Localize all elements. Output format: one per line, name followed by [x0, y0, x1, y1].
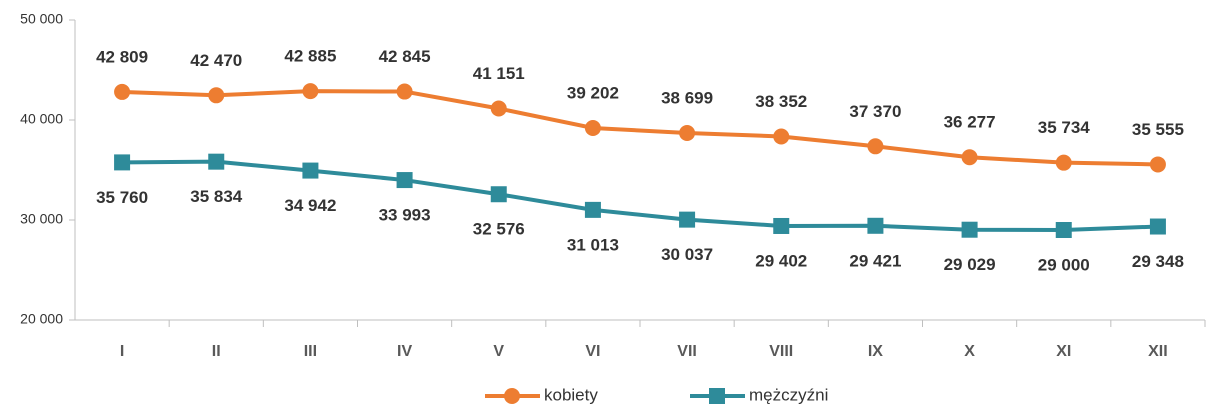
- marker: [302, 83, 319, 100]
- data-label: 35 834: [190, 187, 243, 206]
- y-tick-label: 30 000: [20, 211, 63, 227]
- marker: [584, 119, 601, 136]
- series-line: [122, 159, 1158, 232]
- y-tick-label: 40 000: [20, 111, 63, 127]
- data-label: 38 352: [755, 92, 807, 111]
- marker: [679, 125, 696, 142]
- data-label: 41 151: [473, 64, 525, 83]
- data-label: 35 555: [1132, 120, 1184, 139]
- x-tick-label: VI: [585, 343, 600, 360]
- data-label: 35 734: [1038, 118, 1091, 137]
- x-tick-label: V: [493, 343, 504, 360]
- data-label: 39 202: [567, 83, 619, 102]
- data-label: 35 760: [96, 188, 148, 207]
- data-label: 37 370: [849, 102, 901, 121]
- x-tick-label: I: [120, 343, 124, 360]
- data-label: 29 000: [1038, 255, 1090, 274]
- marker: [679, 211, 696, 228]
- legend-label: mężczyźni: [749, 385, 828, 404]
- x-tick-label: II: [212, 343, 221, 360]
- x-tick-label: XII: [1148, 343, 1168, 360]
- marker: [396, 83, 413, 100]
- marker: [1149, 218, 1166, 235]
- x-tick-label: VIII: [769, 343, 793, 360]
- marker: [490, 186, 507, 203]
- marker: [961, 221, 978, 238]
- data-label: 32 576: [473, 220, 525, 239]
- marker: [114, 154, 131, 171]
- data-label: 30 037: [661, 245, 713, 264]
- marker: [584, 201, 601, 218]
- data-label: 34 942: [284, 196, 336, 215]
- data-label: 42 470: [190, 51, 242, 70]
- marker: [867, 217, 884, 234]
- marker: [1149, 156, 1166, 173]
- data-label: 38 699: [661, 88, 713, 107]
- marker: [867, 138, 884, 155]
- marker: [1055, 222, 1072, 238]
- data-label: 31 013: [567, 235, 619, 254]
- data-label: 29 029: [944, 255, 996, 274]
- x-tick-label: X: [964, 343, 975, 360]
- data-label: 36 277: [944, 113, 996, 132]
- data-label: 29 348: [1132, 252, 1184, 271]
- data-label: 42 809: [96, 47, 148, 66]
- marker: [504, 388, 520, 404]
- data-label: 33 993: [379, 206, 431, 225]
- y-tick-label: 20 000: [20, 311, 63, 327]
- x-tick-label: VII: [677, 343, 697, 360]
- marker: [773, 217, 790, 234]
- data-label: 42 885: [284, 47, 336, 66]
- x-tick-label: XI: [1056, 343, 1071, 360]
- data-label: 42 845: [379, 47, 431, 66]
- data-label: 29 421: [849, 251, 901, 270]
- marker: [1055, 154, 1072, 171]
- marker: [208, 153, 225, 170]
- series-line: [122, 89, 1158, 167]
- marker: [208, 87, 225, 104]
- marker: [302, 162, 319, 179]
- marker: [961, 149, 978, 166]
- data-label: 29 402: [755, 251, 807, 270]
- x-tick-label: III: [304, 343, 317, 360]
- marker: [773, 128, 790, 145]
- marker: [490, 100, 507, 117]
- y-tick-label: 50 000: [20, 11, 63, 27]
- x-tick-label: IX: [868, 343, 883, 360]
- marker: [114, 83, 131, 100]
- marker: [709, 388, 725, 404]
- legend-label: kobiety: [544, 385, 598, 404]
- x-tick-label: IV: [397, 343, 412, 360]
- marker: [396, 172, 413, 189]
